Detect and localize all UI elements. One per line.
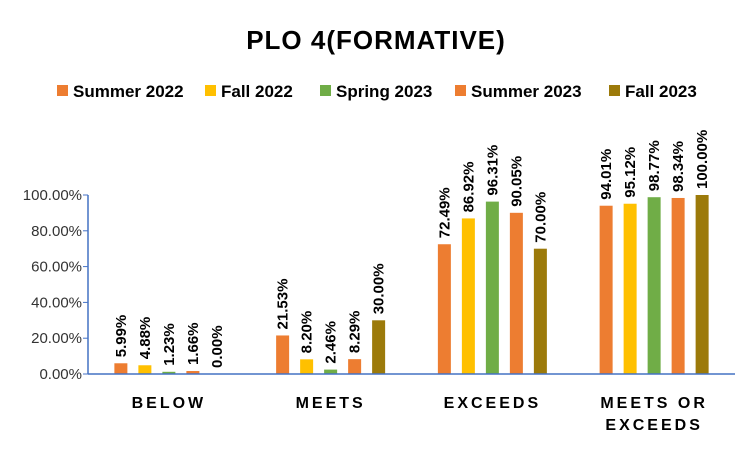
data-label: 70.00% <box>532 192 549 243</box>
y-tick-label: 60.00% <box>31 259 82 276</box>
data-label: 90.05% <box>508 156 525 207</box>
x-category-label: EXCEEDS <box>444 395 541 412</box>
y-tick-label: 20.00% <box>31 330 82 347</box>
data-label: 100.00% <box>694 130 711 189</box>
data-label: 21.53% <box>275 279 292 330</box>
data-label: 4.88% <box>137 317 154 360</box>
y-tick-label: 40.00% <box>31 294 82 311</box>
legend-label-5: Fall 2023 <box>625 82 697 101</box>
legend: Summer 2022 Fall 2022 Spring 2023 Summer 20… <box>57 82 697 101</box>
bar-4-4 <box>671 197 685 374</box>
data-label: 98.34% <box>670 141 687 192</box>
bar-3-3 <box>485 201 499 374</box>
data-label: 96.31% <box>484 145 501 196</box>
bar-5-4 <box>695 195 709 374</box>
data-label: 95.12% <box>622 147 639 198</box>
data-label: 86.92% <box>460 162 477 213</box>
legend-label-3: Spring 2023 <box>336 82 432 101</box>
bar-4-2 <box>348 359 362 374</box>
legend-label-4: Summer 2023 <box>471 82 582 101</box>
data-label: 8.20% <box>299 311 316 354</box>
x-category-label: BELOW <box>132 395 207 412</box>
bar-4-3 <box>509 212 523 374</box>
data-label: 2.46% <box>323 321 340 364</box>
x-category-label: MEETS <box>296 395 366 412</box>
x-axis: BELOW MEETS EXCEEDS MEETS OR EXCEEDS <box>88 373 735 434</box>
legend-swatch-4 <box>455 85 466 96</box>
legend-swatch-5 <box>609 85 620 96</box>
data-label: 72.49% <box>436 187 453 238</box>
y-tick-label: 100.00% <box>23 187 82 204</box>
bar-2-4 <box>623 203 637 374</box>
bar-3-2 <box>324 369 338 374</box>
data-label: 8.29% <box>347 311 364 354</box>
bar-1-3 <box>437 244 451 374</box>
y-tick-label: 80.00% <box>31 223 82 240</box>
bar-3-4 <box>647 197 661 374</box>
legend-swatch-3 <box>320 85 331 96</box>
y-tick-label: 0.00% <box>39 366 82 383</box>
data-label: 1.23% <box>161 323 178 366</box>
bar-4-1 <box>186 371 200 374</box>
legend-swatch-2 <box>205 85 216 96</box>
data-label: 94.01% <box>598 149 615 200</box>
bar-5-2 <box>372 320 386 374</box>
data-label: 30.00% <box>371 263 388 314</box>
bar-1-1 <box>114 363 128 374</box>
data-label: 5.99% <box>113 315 130 358</box>
y-axis: 0.00% 20.00% 40.00% 60.00% 80.00% 100.00% <box>23 187 89 383</box>
chart-title: PLO 4(FORMATIVE) <box>246 25 506 55</box>
legend-label-1: Summer 2022 <box>73 82 184 101</box>
bar-2-2 <box>300 359 314 374</box>
bars <box>114 195 709 374</box>
data-label: 1.66% <box>185 322 202 365</box>
data-label: 0.00% <box>209 325 226 368</box>
bar-2-3 <box>461 218 475 374</box>
bar-1-2 <box>276 335 290 374</box>
data-labels: 5.99% 4.88% 1.23% 1.66% 0.00% 21.53% 8.20% 2.46… <box>113 130 711 368</box>
bar-3-1 <box>162 371 176 374</box>
bar-1-4 <box>599 205 613 374</box>
bar-5-3 <box>533 248 547 374</box>
x-category-label: MEETS OR <box>600 395 708 412</box>
legend-label-2: Fall 2022 <box>221 82 293 101</box>
bar-2-1 <box>138 365 152 374</box>
data-label: 98.77% <box>646 140 663 191</box>
legend-swatch-1 <box>57 85 68 96</box>
x-category-label: EXCEEDS <box>605 417 702 434</box>
